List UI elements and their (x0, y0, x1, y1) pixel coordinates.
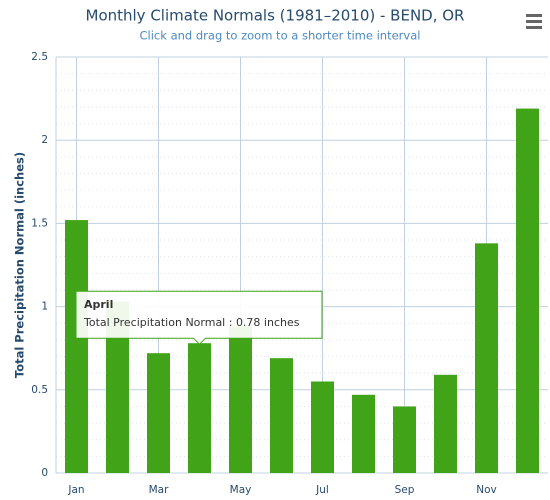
x-tick-label: May (230, 484, 252, 496)
x-tick-label: Jul (315, 484, 329, 496)
menu-bar (526, 14, 542, 17)
y-tick-label: 2.5 (31, 51, 48, 63)
tooltip-header: April (84, 298, 113, 311)
y-tick-label: 2 (41, 134, 48, 146)
y-tick-label: 0 (41, 467, 48, 479)
bar (393, 406, 416, 473)
chart-subtitle: Click and drag to zoom to a shorter time… (140, 29, 421, 43)
x-tick-label: Mar (149, 484, 169, 496)
y-tick-label: 0.5 (31, 384, 48, 396)
bar (434, 374, 457, 473)
x-tick-label: Jan (67, 484, 84, 496)
bar (516, 108, 539, 474)
bar (188, 343, 211, 473)
bar (475, 243, 498, 473)
y-axis-title: Total Precipitation Normal (inches) (13, 152, 27, 378)
tooltip: April Total Precipitation Normal : 0.78 i… (75, 290, 323, 345)
bar (65, 220, 88, 473)
bar (270, 358, 293, 473)
menu-bar (526, 26, 542, 29)
x-tick-label: Nov (476, 484, 497, 496)
bar (106, 301, 129, 473)
x-tick-label: Sep (395, 484, 415, 496)
menu-button[interactable] (526, 14, 542, 29)
y-tick-label: 1.5 (31, 217, 48, 229)
bar (147, 353, 170, 473)
chart-title: Monthly Climate Normals (1981–2010) - BE… (86, 7, 465, 25)
bar (229, 326, 252, 473)
bar (311, 381, 334, 473)
tooltip-box (75, 290, 323, 345)
tooltip-text: Total Precipitation Normal : 0.78 inches (83, 316, 300, 329)
bar (352, 394, 375, 473)
menu-bar (526, 20, 542, 23)
y-tick-label: 1 (41, 301, 48, 313)
